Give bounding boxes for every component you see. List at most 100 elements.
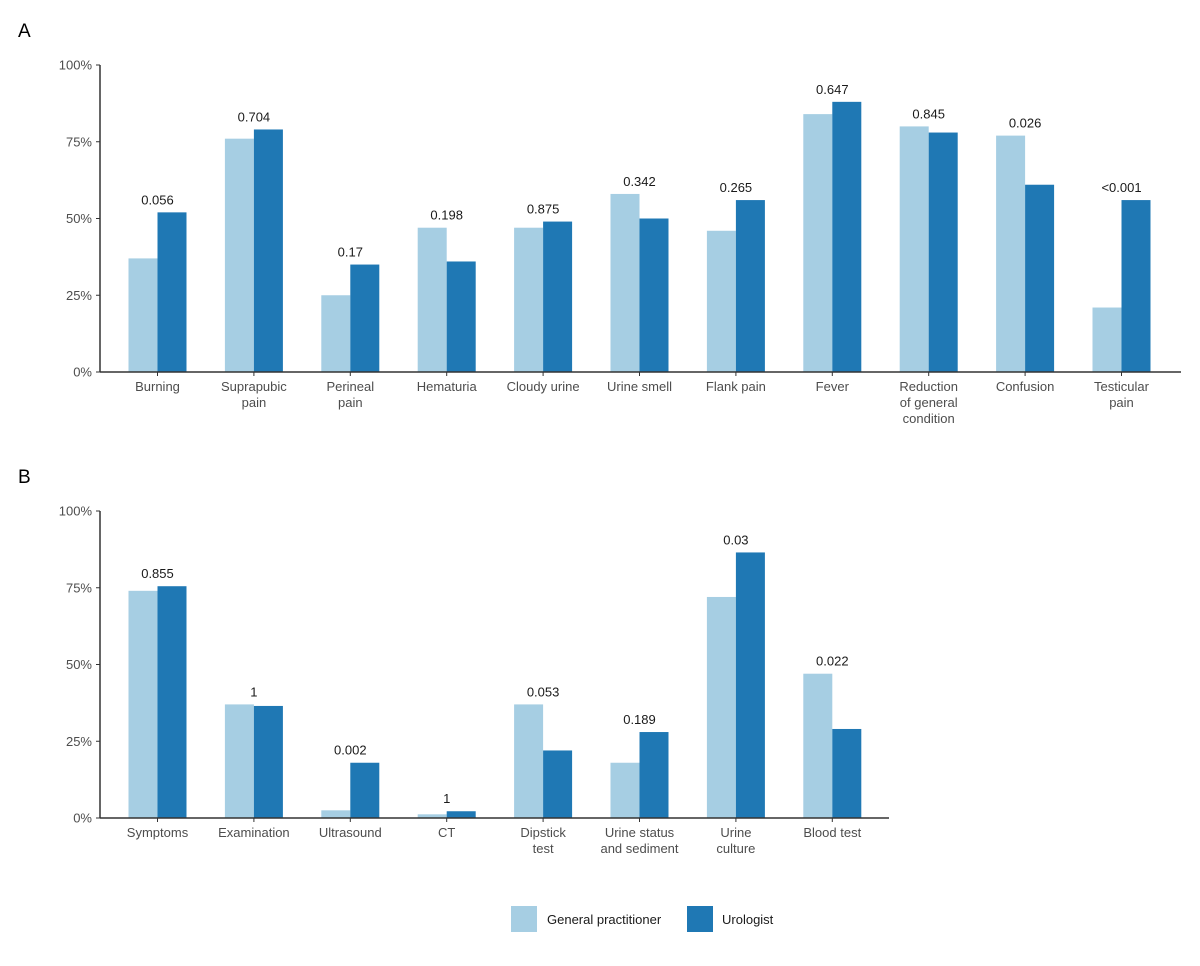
bar-general-practitioner — [321, 295, 351, 372]
p-value-label: 0.189 — [623, 712, 656, 727]
category-label-line: Cloudy urine — [507, 379, 580, 394]
y-tick-label: 75% — [66, 580, 92, 595]
p-value-label: 0.056 — [141, 192, 174, 207]
bar-urologist — [735, 200, 765, 372]
category-label-line: Perineal — [326, 379, 374, 394]
category-label: Reduction of general condition — [899, 379, 958, 426]
panel-b: 0% 25% 50% 75% 100% 0.855 Symptoms 1 Examination… — [59, 504, 889, 856]
p-value-label: 0.704 — [238, 109, 271, 124]
category-label: CT — [438, 825, 455, 840]
category-label-line: Reduction — [899, 379, 958, 394]
category-label: Urine culture — [716, 825, 755, 856]
legend: General practitioner Urologist — [511, 906, 774, 932]
p-value-label: 0.265 — [720, 180, 753, 195]
bar-general-practitioner — [321, 810, 351, 818]
category-label: Fever — [816, 379, 850, 394]
p-value-label: <0.001 — [1101, 180, 1141, 195]
category-label-line: pain — [242, 395, 267, 410]
category-label-line: Fever — [816, 379, 850, 394]
category-label: Symptoms — [127, 825, 189, 840]
bar-urologist — [543, 221, 573, 372]
category-label-line: culture — [716, 841, 755, 856]
category-label: Urine smell — [607, 379, 672, 394]
y-tick-label: 50% — [66, 657, 92, 672]
category-label: Testicular pain — [1094, 379, 1150, 410]
category-label-line: pain — [338, 395, 363, 410]
legend-label-general-practitioner: General practitioner — [547, 912, 662, 927]
p-value-label: 0.053 — [527, 684, 560, 699]
p-value-label: 0.647 — [816, 82, 849, 97]
bar-general-practitioner — [417, 227, 447, 372]
category-label-line: Hematuria — [417, 379, 478, 394]
bar-urologist — [157, 212, 187, 372]
category-label-line: Urine smell — [607, 379, 672, 394]
category-label: Dipstick test — [520, 825, 566, 856]
p-value-label: 0.03 — [723, 532, 748, 547]
category-label-line: Blood test — [803, 825, 861, 840]
bar-urologist — [253, 705, 283, 818]
bar-urologist — [735, 552, 765, 818]
bar-general-practitioner — [803, 114, 833, 373]
bar-general-practitioner — [224, 138, 254, 372]
legend-swatch-urologist — [687, 906, 713, 932]
bar-urologist — [832, 101, 862, 372]
y-tick-label: 0% — [73, 811, 92, 826]
y-tick-label: 50% — [66, 211, 92, 226]
panel-label-a: A — [18, 21, 31, 42]
category-label: Burning — [135, 379, 180, 394]
category-label-line: Dipstick — [520, 825, 566, 840]
bar-urologist — [157, 586, 187, 818]
bar-general-practitioner — [803, 673, 833, 818]
bar-general-practitioner — [706, 230, 736, 372]
category-label: Suprapubic pain — [221, 379, 287, 410]
p-value-label: 0.022 — [816, 654, 849, 669]
category-label: Examination — [218, 825, 290, 840]
y-tick-label: 25% — [66, 288, 92, 303]
bar-urologist — [928, 132, 958, 372]
category-label: Cloudy urine — [507, 379, 580, 394]
category-label: Confusion — [996, 379, 1055, 394]
bar-general-practitioner — [610, 762, 640, 818]
p-value-label: 0.026 — [1009, 116, 1042, 131]
panel-label-b: B — [18, 467, 31, 488]
bar-general-practitioner — [706, 596, 736, 818]
bar-urologist — [1121, 200, 1151, 372]
y-tick-label: 75% — [66, 134, 92, 149]
category-label-line: Testicular — [1094, 379, 1150, 394]
y-tick-label: 100% — [59, 58, 93, 73]
category-label-line: Ultrasound — [319, 825, 382, 840]
y-tick-label: 100% — [59, 504, 93, 519]
p-value-label: 0.845 — [912, 106, 945, 121]
bar-urologist — [1025, 184, 1055, 372]
legend-label-urologist: Urologist — [722, 912, 774, 927]
category-label-line: of general — [900, 395, 958, 410]
p-value-label: 0.198 — [430, 208, 463, 223]
bar-urologist — [253, 129, 283, 372]
category-label-line: Flank pain — [706, 379, 766, 394]
category-label-line: Burning — [135, 379, 180, 394]
category-label: Perineal pain — [326, 379, 374, 410]
bar-urologist — [639, 732, 669, 818]
y-tick-label: 0% — [73, 365, 92, 380]
category-label-line: CT — [438, 825, 455, 840]
p-value-label: 0.17 — [338, 245, 363, 260]
p-value-label: 0.342 — [623, 174, 656, 189]
bar-general-practitioner — [514, 704, 544, 818]
category-label-line: Suprapubic — [221, 379, 287, 394]
bar-general-practitioner — [417, 814, 447, 818]
p-value-label: 0.855 — [141, 566, 174, 581]
category-label: Flank pain — [706, 379, 766, 394]
bar-general-practitioner — [1092, 307, 1122, 372]
category-label: Hematuria — [417, 379, 478, 394]
legend-swatch-general-practitioner — [511, 906, 537, 932]
y-tick-label: 25% — [66, 734, 92, 749]
bar-general-practitioner — [128, 258, 158, 372]
bar-urologist — [350, 762, 380, 818]
category-label-line: Examination — [218, 825, 290, 840]
category-label-line: condition — [903, 411, 955, 426]
bar-general-practitioner — [610, 193, 640, 372]
bar-urologist — [832, 728, 862, 818]
category-label-line: test — [533, 841, 554, 856]
bar-urologist — [350, 264, 380, 372]
category-label-line: Urine status — [605, 825, 675, 840]
